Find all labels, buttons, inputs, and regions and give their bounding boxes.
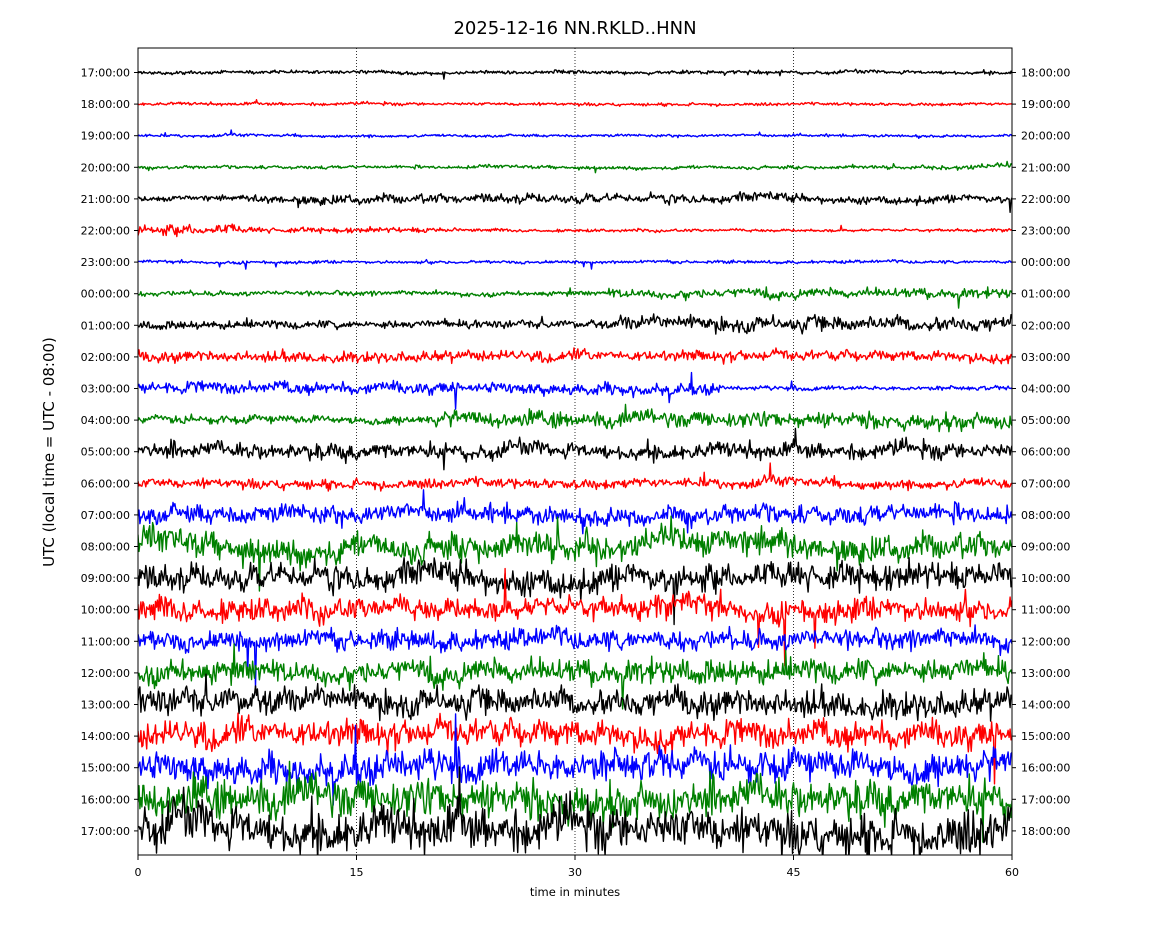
right-tick-label: 14:00:00 [1021, 699, 1070, 712]
left-tick-label: 18:00:00 [81, 98, 130, 111]
trace-230000-6 [138, 258, 1012, 270]
y-axis-label: UTC (local time = UTC - 08:00) [40, 337, 58, 567]
trace-110000-18 [138, 624, 1012, 688]
trace-160000-23 [138, 760, 1012, 843]
left-tick-label: 08:00:00 [81, 541, 130, 554]
left-tick-label: 07:00:00 [81, 509, 130, 522]
trace-210000-4 [138, 191, 1012, 213]
right-tick-label: 16:00:00 [1021, 762, 1070, 775]
trace-120000-19 [138, 643, 1012, 710]
trace-060000-13 [138, 462, 1012, 492]
x-axis: 0 15 30 45 60 [135, 855, 1019, 879]
right-hour-axis: 18:00:00 19:00:00 20:00:00 21:00:00 22:00:00… [1012, 67, 1070, 838]
left-tick-label: 03:00:00 [81, 383, 130, 396]
right-tick-label: 22:00:00 [1021, 193, 1070, 206]
x-tick-label: 15 [350, 866, 364, 879]
left-tick-label: 10:00:00 [81, 604, 130, 617]
x-tick-label: 60 [1005, 866, 1019, 879]
right-tick-label: 12:00:00 [1021, 635, 1070, 648]
left-tick-label: 01:00:00 [81, 319, 130, 332]
right-tick-label: 08:00:00 [1021, 509, 1070, 522]
right-tick-label: 09:00:00 [1021, 541, 1070, 554]
trace-050000-12 [138, 427, 1012, 471]
seismic-traces [138, 68, 1012, 855]
trace-140000-21 [138, 712, 1012, 785]
left-tick-label: 11:00:00 [81, 635, 130, 648]
x-tick-label: 0 [135, 866, 142, 879]
left-tick-label: 16:00:00 [81, 793, 130, 806]
trace-000000-7 [138, 286, 1012, 309]
right-tick-label: 15:00:00 [1021, 730, 1070, 743]
right-tick-label: 01:00:00 [1021, 288, 1070, 301]
right-tick-label: 07:00:00 [1021, 477, 1070, 490]
left-tick-label: 17:00:00 [81, 67, 130, 80]
left-tick-label: 05:00:00 [81, 446, 130, 459]
right-tick-label: 02:00:00 [1021, 319, 1070, 332]
trace-090000-16 [138, 557, 1012, 626]
left-tick-label: 17:00:00 [81, 825, 130, 838]
x-tick-label: 45 [787, 866, 801, 879]
right-tick-label: 05:00:00 [1021, 414, 1070, 427]
right-tick-label: 20:00:00 [1021, 130, 1070, 143]
trace-200000-3 [138, 160, 1012, 174]
trace-180000-1 [138, 99, 1012, 108]
trace-170000-24 [138, 766, 1012, 855]
right-tick-label: 11:00:00 [1021, 604, 1070, 617]
left-tick-label: 02:00:00 [81, 351, 130, 364]
trace-020000-9 [138, 347, 1012, 365]
left-tick-label: 22:00:00 [81, 225, 130, 238]
right-tick-label: 19:00:00 [1021, 98, 1070, 111]
chart-title: 2025-12-16 NN.RKLD..HNN [453, 18, 696, 39]
left-tick-label: 20:00:00 [81, 161, 130, 174]
trace-030000-10 [138, 371, 1012, 410]
right-tick-label: 23:00:00 [1021, 225, 1070, 238]
right-tick-label: 18:00:00 [1021, 825, 1070, 838]
left-tick-label: 15:00:00 [81, 762, 130, 775]
right-tick-label: 04:00:00 [1021, 383, 1070, 396]
left-tick-label: 19:00:00 [81, 130, 130, 143]
trace-100000-17 [138, 567, 1012, 667]
trace-220000-5 [138, 223, 1012, 238]
trace-070000-14 [138, 489, 1012, 535]
trace-150000-22 [138, 713, 1012, 806]
trace-190000-2 [138, 129, 1012, 139]
left-tick-label: 14:00:00 [81, 730, 130, 743]
left-hour-axis: 17:00:00 18:00:00 19:00:00 20:00:00 21:00:00… [81, 67, 138, 838]
right-tick-label: 10:00:00 [1021, 572, 1070, 585]
right-tick-label: 13:00:00 [1021, 667, 1070, 680]
trace-170000-0 [138, 68, 1012, 80]
trace-080000-15 [138, 515, 1012, 592]
trace-130000-20 [138, 673, 1012, 722]
left-tick-label: 23:00:00 [81, 256, 130, 269]
left-tick-label: 21:00:00 [81, 193, 130, 206]
right-tick-label: 00:00:00 [1021, 256, 1070, 269]
left-tick-label: 06:00:00 [81, 477, 130, 490]
right-tick-label: 18:00:00 [1021, 67, 1070, 80]
right-tick-label: 06:00:00 [1021, 446, 1070, 459]
trace-040000-11 [138, 403, 1012, 433]
vertical-gridlines [356, 48, 794, 855]
right-tick-label: 03:00:00 [1021, 351, 1070, 364]
right-tick-label: 17:00:00 [1021, 793, 1070, 806]
x-axis-label: time in minutes [530, 885, 620, 899]
left-tick-label: 12:00:00 [81, 667, 130, 680]
right-tick-label: 21:00:00 [1021, 161, 1070, 174]
left-tick-label: 13:00:00 [81, 699, 130, 712]
left-tick-label: 09:00:00 [81, 572, 130, 585]
left-tick-label: 04:00:00 [81, 414, 130, 427]
x-tick-label: 30 [568, 866, 582, 879]
left-tick-label: 00:00:00 [81, 288, 130, 301]
trace-010000-8 [138, 313, 1012, 335]
